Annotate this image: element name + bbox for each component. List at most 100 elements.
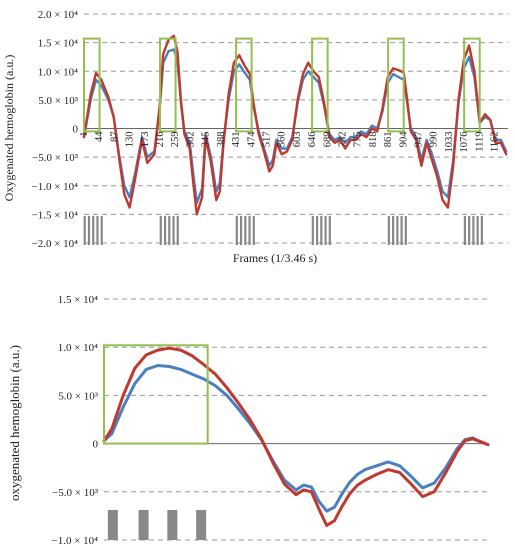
highlight-box (103, 344, 209, 445)
stimulus-bar (244, 216, 247, 245)
xtick-label: 1 (79, 132, 90, 137)
chart-top-xlabel: Frames (1/3.46 s) (233, 251, 317, 265)
xtick-label: 474 (246, 131, 257, 148)
ytick-label: 1.5 × 10⁴ (58, 294, 98, 306)
stimulus-bar (235, 216, 238, 245)
stimulus-bar (311, 216, 314, 245)
xtick-label: 431 (231, 132, 242, 148)
xtick-label: 603 (292, 132, 303, 148)
xtick-label: 259 (170, 132, 181, 148)
ytick-label: −1.0 × 10⁴ (52, 535, 99, 547)
xtick-label: 689 (322, 132, 333, 148)
xtick-label: 517 (262, 132, 273, 148)
stimulus-bar (107, 510, 118, 540)
highlight-box (463, 37, 481, 133)
stimulus-bar (138, 510, 149, 540)
series-line-red (82, 34, 508, 216)
chart-top: Oxygenated hemoglobin (a.u.) Frames (1/3… (2, 9, 508, 265)
stimulus-bar (328, 216, 331, 245)
ytick-label: −5.0 × 10³ (32, 152, 79, 164)
stimulus-bar (159, 216, 162, 245)
stimulus-bar (392, 216, 395, 245)
xtick-label: 560 (277, 132, 288, 148)
chart-top-ylabel: Oxygenated hemoglobin (a.u.) (2, 55, 16, 202)
xtick-label: 388 (216, 132, 227, 148)
highlight-box (387, 37, 405, 133)
stimulus-bar (387, 216, 390, 245)
xtick-label: 1162 (490, 132, 501, 153)
ytick-label: −1.5 × 10⁴ (32, 209, 79, 221)
xtick-label: 990 (429, 132, 440, 148)
stimulus-bar (248, 216, 251, 245)
ytick-label: 0 (93, 439, 99, 451)
ytick-label: 5.0 × 10³ (38, 95, 78, 107)
highlight-box (83, 37, 101, 133)
highlight-box (235, 37, 253, 133)
stimulus-bar (472, 216, 475, 245)
stimulus-bar (239, 216, 243, 245)
ytick-label: −2.0 × 10⁴ (32, 238, 79, 250)
series-line-red (102, 346, 490, 527)
stimulus-bar (404, 216, 407, 245)
ytick-label: −5.0 × 10³ (52, 487, 99, 499)
xtick-label: 861 (383, 132, 394, 148)
xtick-label: 44 (94, 131, 105, 142)
xtick-label: 1119 (474, 132, 485, 152)
chart-top-highlight-boxes (83, 37, 481, 133)
stimulus-bar (252, 216, 255, 245)
stimulus-bar (87, 216, 91, 245)
stimulus-bar (196, 510, 207, 540)
xtick-label: 216 (155, 132, 166, 148)
stimulus-bar (100, 216, 103, 245)
ytick-label: 2.0 × 10⁴ (38, 9, 78, 21)
stimulus-bar (168, 216, 171, 245)
stimulus-bar (400, 216, 403, 245)
xtick-label: 1033 (444, 132, 455, 153)
chart-top-gridlines (84, 13, 508, 244)
highlight-box (311, 37, 329, 133)
ytick-label: 1.0 × 10⁴ (38, 66, 78, 78)
chart-top-xticks: 1 44 87 130 173 216 259 302 345 388 431 474 517 560 60… (79, 131, 501, 153)
stimulus-bar (324, 216, 327, 245)
stimulus-bar (476, 216, 479, 245)
series-line-blue (102, 364, 490, 513)
xtick-label: 302 (185, 132, 196, 148)
ytick-label: −1.0 × 10⁴ (32, 181, 79, 193)
chart-bottom-ylabel: oxygenated hemoglobin (a.u.) (7, 345, 22, 501)
ytick-label: 0 (73, 124, 79, 136)
stimulus-bar (92, 216, 95, 245)
stimulus-bar (96, 216, 99, 245)
chart-bottom-stimulus-bars (107, 510, 207, 540)
xtick-label: 345 (201, 132, 212, 148)
chart-top-stimulus-bars (83, 216, 483, 245)
chart-bottom-highlight-boxes (103, 344, 209, 445)
stimulus-bar (315, 216, 319, 245)
chart-bottom-series (102, 346, 490, 527)
stimulus-bar (480, 216, 483, 245)
xtick-label: 130 (125, 132, 136, 148)
highlight-box (159, 37, 177, 133)
xtick-label: 775 (353, 132, 364, 148)
stimulus-bar (83, 216, 86, 245)
ytick-label: 5.0 × 10³ (58, 390, 98, 402)
stimulus-bar (163, 216, 167, 245)
xtick-label: 732 (338, 132, 349, 148)
xtick-label: 173 (140, 132, 151, 148)
chart-top-series (82, 34, 508, 216)
xtick-label: 818 (368, 132, 379, 148)
chart-top-yticks: 2.0 × 10⁴ 1.5 × 10⁴ 1.0 × 10⁴ 5.0 × 10³ 0 −5.… (32, 9, 79, 250)
chart-bottom: oxygenated hemoglobin (a.u.) 1.5 × 10⁴1.… (7, 294, 490, 547)
xtick-label: 646 (307, 132, 318, 148)
stimulus-bar (172, 216, 175, 245)
chart-bottom-gridlines (104, 298, 488, 541)
xtick-label: 1076 (459, 132, 470, 153)
ytick-label: 1.5 × 10⁴ (38, 38, 78, 50)
xtick-label: 904 (398, 131, 409, 148)
stimulus-bar (167, 510, 178, 540)
chart-bottom-yticks: 1.5 × 10⁴ 1.0 × 10⁴ 5.0 × 10³ 0 −5.0 × 10³ −1… (52, 294, 99, 547)
stimulus-bar (320, 216, 323, 245)
stimulus-bar (396, 216, 399, 245)
stimulus-bar (468, 216, 471, 245)
stimulus-bar (176, 216, 179, 245)
